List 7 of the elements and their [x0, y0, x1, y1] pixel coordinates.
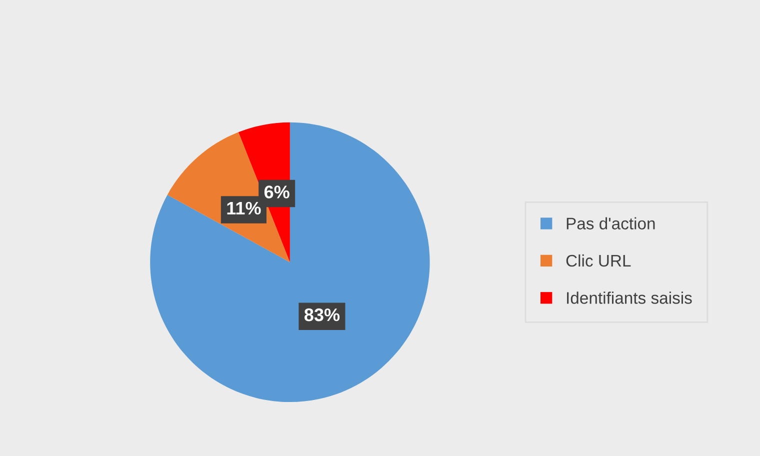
pie-slice [150, 122, 430, 402]
legend-label: Identifiants saisis [567, 292, 692, 304]
data-label: 83% [304, 308, 340, 322]
data-label: 6% [264, 186, 290, 198]
legend-label: Pas d'action [566, 217, 655, 230]
data-label: 11% [227, 202, 261, 215]
legend-label: Clic URL [566, 254, 631, 267]
